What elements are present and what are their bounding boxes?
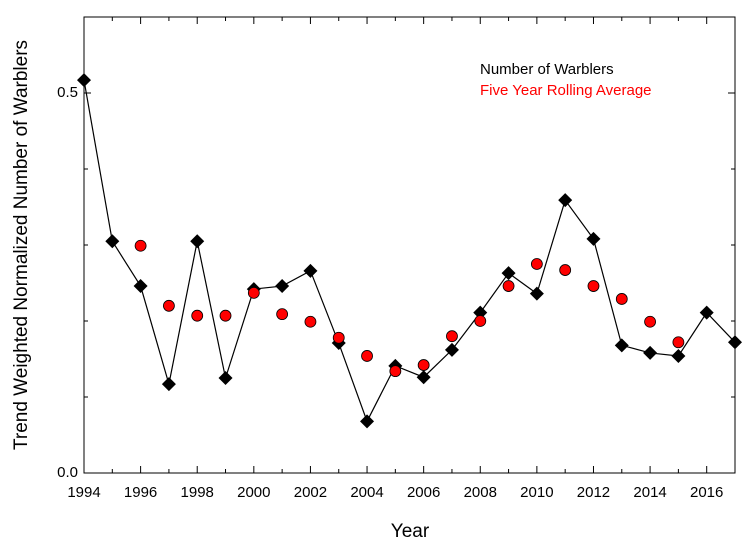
- x-tick-label: 2016: [690, 484, 723, 501]
- data-point: [161, 377, 176, 392]
- data-point: [672, 336, 685, 349]
- data-point: [105, 234, 120, 249]
- data-point: [389, 365, 402, 378]
- data-point: [332, 331, 345, 344]
- x-tick-label: 2012: [577, 484, 610, 501]
- data-point: [558, 193, 573, 208]
- legend-entry: Number of Warblers: [480, 61, 614, 78]
- data-point: [360, 414, 375, 429]
- data-point: [473, 305, 488, 320]
- data-point: [303, 263, 318, 278]
- data-point: [529, 286, 544, 301]
- data-point: [474, 315, 487, 327]
- data-point: [361, 350, 373, 362]
- data-point: [163, 299, 175, 312]
- data-point: [446, 330, 458, 343]
- data-point: [671, 348, 686, 363]
- y-axis-label: Trend Weighted Normalized Number of Warb…: [11, 40, 32, 450]
- x-tick-label: 2000: [237, 484, 270, 501]
- data-point: [614, 338, 629, 353]
- x-tick-label: 1998: [181, 484, 214, 501]
- x-tick-label: 2006: [407, 484, 440, 501]
- series-line: [83, 79, 736, 423]
- data-point: [219, 309, 232, 322]
- legend-entry: Five Year Rolling Average: [480, 82, 652, 99]
- x-tick-label: 1996: [124, 484, 157, 501]
- data-point: [530, 258, 543, 270]
- data-point: [644, 315, 656, 328]
- data-point: [190, 234, 205, 249]
- x-tick-label: 2008: [464, 484, 497, 501]
- x-tick-label: 2004: [350, 484, 383, 501]
- data-point: [218, 371, 233, 385]
- x-tick-label: 1994: [67, 484, 100, 501]
- data-point: [191, 309, 204, 322]
- data-point: [502, 280, 515, 292]
- data-point: [728, 335, 742, 350]
- data-point: [586, 231, 601, 246]
- y-tick-label: 0.0: [57, 464, 78, 481]
- data-point: [559, 264, 572, 276]
- data-point: [587, 280, 600, 292]
- data-point: [247, 286, 260, 299]
- data-point: [699, 305, 714, 320]
- data-point: [444, 342, 459, 357]
- data-point: [77, 73, 91, 88]
- data-point: [416, 370, 431, 385]
- data-point: [133, 279, 148, 294]
- data-point: [417, 359, 430, 371]
- x-tick-label: 2010: [520, 484, 553, 501]
- data-point: [304, 315, 317, 328]
- data-point: [643, 345, 658, 360]
- data-point: [615, 293, 628, 305]
- x-tick-label: 2002: [294, 484, 327, 501]
- y-tick-label: 0.5: [57, 84, 78, 101]
- data-point: [501, 266, 516, 281]
- data-point: [276, 308, 289, 321]
- x-tick-label: 2014: [633, 484, 666, 501]
- x-axis-label: Year: [391, 521, 430, 542]
- data-point: [134, 239, 147, 252]
- data-point: [275, 279, 290, 294]
